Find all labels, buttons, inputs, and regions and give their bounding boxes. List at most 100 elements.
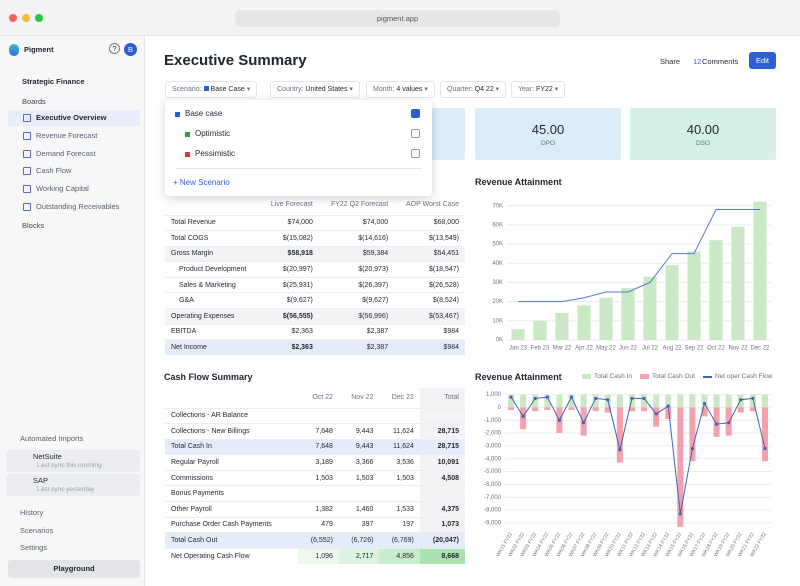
avatar[interactable]: B — [124, 43, 137, 56]
header-row: Oct 22 Nov 22 Dec 22 Total — [165, 388, 465, 408]
legend-label: Net oper Cash Flow — [714, 373, 773, 380]
workspace[interactable]: Strategic Finance — [22, 77, 85, 86]
filter-label: Quarter: — [447, 86, 473, 93]
nav-item[interactable]: Settings — [20, 543, 48, 552]
url[interactable]: pigment.app — [376, 14, 419, 23]
bar — [687, 251, 701, 340]
value-cell — [419, 408, 465, 424]
filter-label: Scenario: — [172, 86, 202, 93]
table-row: Net Operating Cash Flow 1,096 2,717 4,856 8,… — [165, 548, 465, 564]
point — [751, 396, 755, 401]
filter-label: Year: — [518, 86, 535, 93]
board-item[interactable]: Cash Flow — [8, 163, 140, 179]
board-item[interactable]: Revenue Forecast — [8, 128, 140, 144]
value-cell: $74,000 — [362, 219, 389, 227]
table-row: Total COGS $(15,082) $(14,616) $(13,549) — [165, 230, 465, 247]
scenario-name[interactable]: Pessimistic — [195, 149, 236, 158]
kpi-label: DPO — [540, 140, 556, 147]
scenario-name[interactable]: Base case — [185, 109, 223, 118]
board-icon — [23, 203, 31, 211]
bar — [643, 276, 657, 340]
value-cell: 11,624 — [393, 443, 414, 451]
bar — [616, 394, 623, 408]
playground-button[interactable]: Playground — [8, 560, 140, 578]
value-cell: $59,384 — [362, 250, 389, 258]
scenario-swatch — [185, 152, 190, 157]
column-header: AOP Worst Case — [405, 201, 459, 209]
value-cell — [379, 408, 419, 424]
x-tick-label: Jul 22 — [642, 346, 659, 352]
kpi-value: 45.00 — [531, 122, 565, 137]
x-tick-label: Dec 22 — [750, 346, 770, 352]
new-scenario[interactable]: + New Scenario — [173, 178, 230, 187]
divider — [175, 168, 422, 169]
point — [545, 395, 549, 399]
point — [569, 395, 574, 399]
comments-count[interactable]: 12 — [693, 57, 702, 66]
bar — [508, 394, 515, 408]
value-cell: $68,000 — [433, 219, 459, 227]
value-cell: $(13,549) — [429, 234, 459, 242]
checkbox[interactable] — [411, 149, 420, 158]
y-tick-label: 40K — [492, 261, 503, 267]
value-cell — [419, 485, 465, 502]
x-tick-label: Jan 23 — [509, 346, 528, 352]
scenario-name[interactable]: Optimistic — [195, 129, 231, 138]
import-card[interactable] — [6, 450, 140, 472]
help[interactable]: ? — [109, 43, 120, 54]
table-row: Product Development $(20,997) $(20,973) $(1… — [165, 261, 465, 278]
bar — [520, 394, 527, 408]
value-cell: 28,715 — [437, 443, 459, 451]
filter-chip[interactable]: Month: 4 values ▾ — [366, 81, 435, 98]
table-row: EBITDA $2,363 $2,387 $984 — [165, 324, 465, 340]
label-cell: Sales & Marketing — [179, 281, 236, 289]
value-cell: $984 — [443, 328, 459, 336]
scenario-swatch — [175, 112, 180, 117]
filter-chip[interactable]: Country: United States ▾ — [270, 81, 360, 98]
comments[interactable]: Comments — [702, 57, 739, 66]
value-cell: 7,648 — [315, 443, 333, 451]
value-cell — [339, 486, 379, 502]
share[interactable]: Share — [660, 57, 681, 66]
filter-chip[interactable]: Scenario: Base Case ▾ — [165, 81, 258, 98]
blocks[interactable]: Blocks — [22, 221, 45, 230]
value-cell: 4,856 — [379, 548, 420, 564]
boards-label[interactable]: Boards — [22, 97, 46, 106]
bar — [641, 394, 648, 408]
bar — [621, 288, 635, 340]
table-row: Bonus Payments — [165, 485, 465, 502]
legend-swatch — [582, 374, 591, 379]
bar — [749, 407, 756, 412]
board-item[interactable]: Executive Overview — [8, 110, 140, 126]
point — [727, 421, 731, 425]
nav-item[interactable]: History — [20, 508, 44, 517]
table-row: Net Income $2,363 $2,387 $984 — [165, 339, 465, 356]
checkbox[interactable] — [411, 129, 420, 138]
y-tick-label: -1,000 — [484, 418, 502, 424]
label-cell: Total Cash In — [171, 443, 212, 451]
y-tick-label: 0 — [498, 405, 502, 411]
value-cell: 1,073 — [419, 517, 465, 533]
nav-item[interactable]: Scenarios — [20, 525, 54, 535]
x-tick-label: Feb 23 — [531, 346, 550, 352]
column-header: Oct 22 — [312, 394, 333, 402]
filter-chip[interactable]: Quarter: Q4 22 ▾ — [440, 81, 507, 98]
bar — [628, 394, 635, 408]
line — [518, 209, 760, 303]
edit-button[interactable]: Edit — [749, 52, 776, 69]
label-cell: Regular Payroll — [171, 459, 219, 467]
line — [510, 396, 766, 514]
point — [702, 401, 707, 406]
bar — [599, 297, 613, 340]
board-item[interactable]: Outstanding Receivables — [8, 199, 140, 215]
filter-chip[interactable]: Year: FY22 ▾ — [511, 81, 566, 98]
board-item[interactable]: Working Capital — [8, 181, 140, 197]
value-cell: $(9,627) — [286, 297, 313, 305]
bar — [604, 407, 611, 413]
board-item[interactable]: Demand Forecast — [8, 146, 140, 162]
checkbox[interactable] — [411, 109, 420, 118]
import-card[interactable] — [6, 474, 140, 496]
value-cell: 11,624 — [393, 427, 414, 435]
column-header: Nov 22 — [351, 394, 374, 402]
